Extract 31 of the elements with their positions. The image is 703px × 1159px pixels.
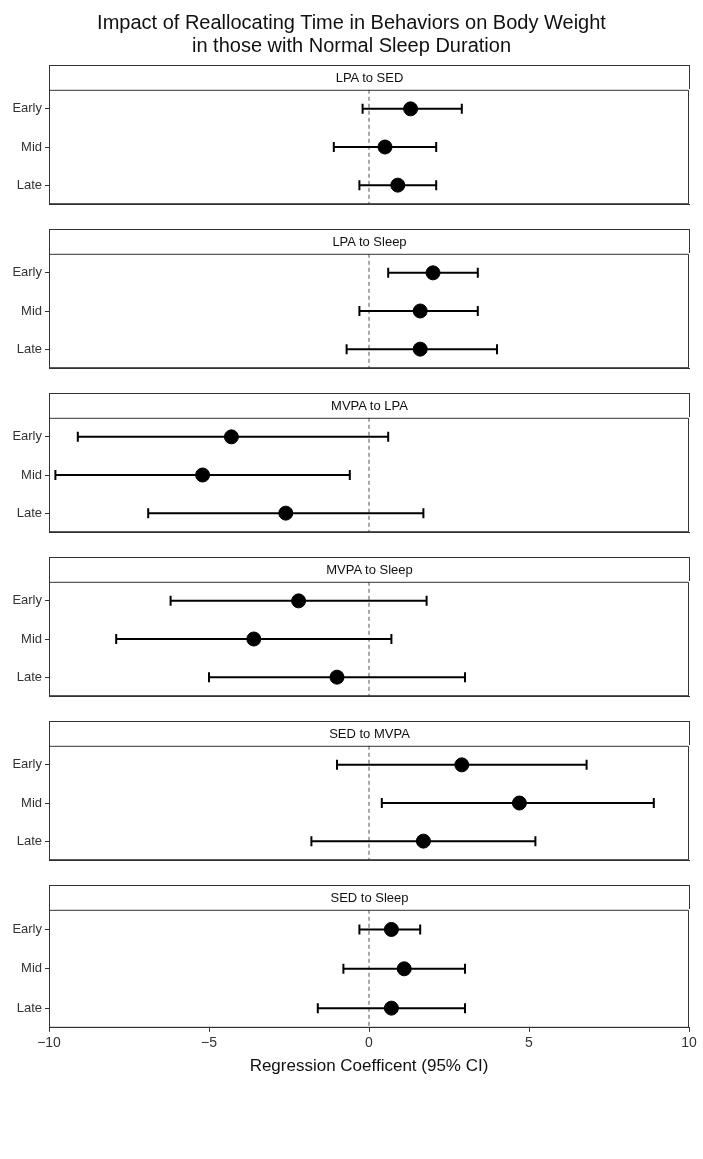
chart-title: Impact of Reallocating Time in Behaviors on Body Weight in those with Normal Sleep Duration [96,10,607,58]
y-tick-label: Early [12,264,43,280]
y-tick-label: Late [16,999,42,1015]
x-axis-title: Regression Coefficent (95% CI) [249,1056,489,1076]
y-tick-label: Mid [21,630,42,646]
y-tick-label: Early [12,592,43,608]
x-tick-label: 5 [525,1034,534,1051]
y-tick-label: Late [16,832,42,848]
chart-subtitle: LPA to Sleep [49,229,690,253]
y-tick-label: Early [12,100,43,116]
y-tick-label: Late [16,668,42,684]
y-tick-label: Early [12,756,43,772]
chart-subtitle: SED to MVPA [49,721,690,745]
chart-subtitle: LPA to SED [49,65,690,89]
x-tick-label: 0 [365,1034,374,1051]
x-tick-label: −5 [201,1034,218,1051]
y-tick-label: Early [12,921,43,937]
x-tick-label: −10 [37,1034,62,1051]
y-tick-label: Early [12,428,43,444]
y-tick-label: Mid [21,138,42,154]
chart-subtitle: MVPA to Sleep [49,557,690,581]
y-tick-label: Mid [21,466,42,482]
y-tick-label: Late [16,340,42,356]
x-tick-label: 10 [681,1034,697,1051]
y-tick-label: Late [16,176,42,192]
y-tick-label: Late [16,504,42,520]
y-tick-label: Mid [21,960,42,976]
chart-subtitle: MVPA to LPA [49,393,690,417]
y-tick-label: Mid [21,302,42,318]
y-tick-label: Mid [21,794,42,810]
chart-subtitle: SED to Sleep [49,885,690,909]
